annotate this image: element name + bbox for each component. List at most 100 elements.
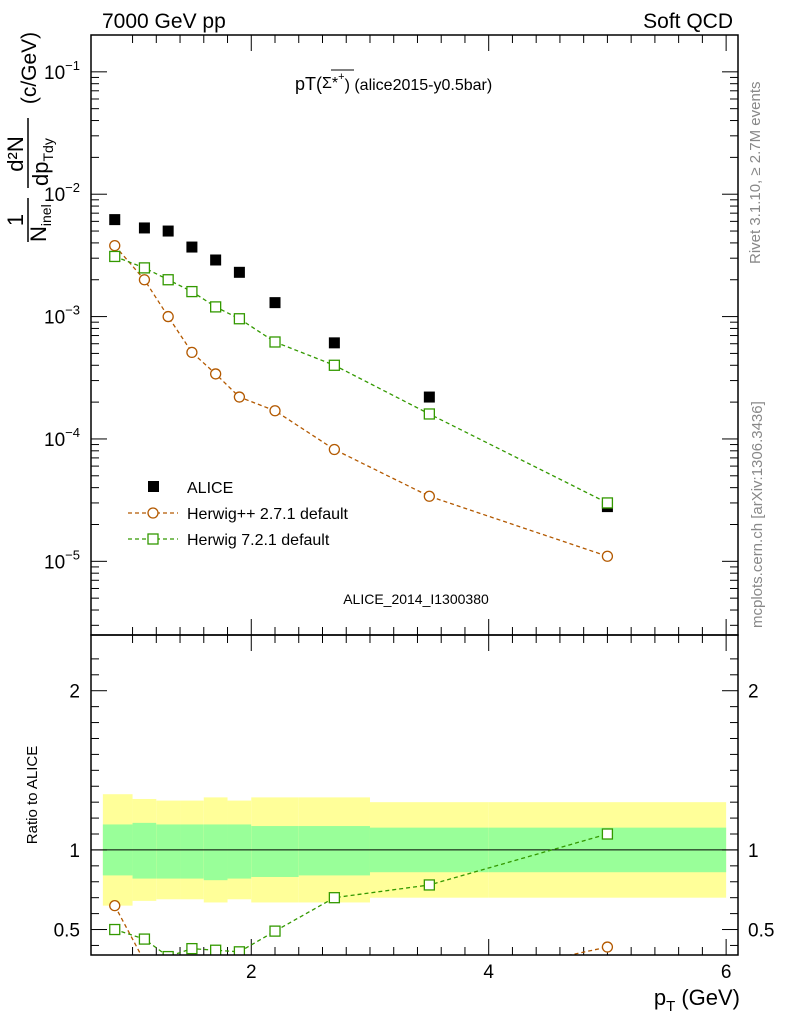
header-beam-label: 7000 GeV pp bbox=[102, 10, 226, 33]
ratio-point-herwig7 bbox=[269, 925, 281, 937]
legend-marker-herwigpp bbox=[147, 507, 159, 519]
ratio-point-herwigpp bbox=[424, 980, 434, 990]
main-point-alice bbox=[138, 222, 150, 234]
mcplots-reference-label: mcplots.cern.ch [arXiv:1306.3436] bbox=[749, 401, 766, 628]
main-point-herwigpp bbox=[269, 405, 281, 417]
legend: ALICE Herwig++ 2.7.1 default Herwig 7.2.… bbox=[128, 480, 349, 549]
main-point-herwigpp bbox=[109, 239, 121, 252]
main-y-tick-label: 10−1 bbox=[44, 58, 80, 84]
ratio-x-tick-label: 2 bbox=[246, 962, 257, 983]
main-point-alice bbox=[162, 225, 174, 237]
ratio-band-inner bbox=[298, 826, 370, 876]
main-series-line bbox=[114, 255, 608, 504]
ratio-point-herwig7 bbox=[328, 892, 341, 904]
main-point-herwig7 bbox=[109, 250, 121, 263]
ratio-x-tick-label: 4 bbox=[483, 962, 494, 983]
y-label-n-main: N bbox=[26, 226, 51, 242]
ratio-point-herwig7 bbox=[210, 944, 222, 955]
ratio-point-herwigpp bbox=[187, 982, 197, 992]
ratio-point-herwig7 bbox=[162, 950, 174, 955]
ratio-point-herwig7 bbox=[233, 946, 246, 955]
ratio-point-herwigpp bbox=[601, 941, 614, 953]
main-point-herwig7 bbox=[328, 359, 341, 371]
ratio-point-herwig7 bbox=[423, 879, 435, 891]
tick-exponent: −5 bbox=[65, 547, 80, 562]
ratio-band-inner bbox=[251, 826, 299, 877]
ratio-series-line bbox=[114, 833, 608, 955]
ratio-series-layer bbox=[109, 828, 614, 995]
main-series-line bbox=[114, 245, 608, 557]
ratio-point-herwigpp bbox=[211, 985, 221, 995]
main-point-alice bbox=[269, 297, 281, 309]
main-point-herwigpp bbox=[328, 443, 341, 456]
ratio-x-tick-label: 6 bbox=[721, 962, 732, 983]
main-point-alice bbox=[109, 214, 121, 226]
main-axis-ticks: 10−110−210−310−410−5 bbox=[44, 34, 738, 635]
plot-title-prefix: pT( bbox=[295, 74, 322, 94]
ratio-point-herwigpp bbox=[270, 983, 280, 993]
main-point-herwigpp bbox=[423, 490, 435, 502]
legend-label-herwigpp: Herwig++ 2.7.1 default bbox=[187, 506, 349, 523]
main-y-tick-label: 10−2 bbox=[44, 180, 80, 206]
y-label-n: Ninel bbox=[26, 204, 54, 242]
main-y-tick-label: 10−5 bbox=[44, 547, 80, 573]
tick-base: 10 bbox=[44, 552, 65, 573]
main-point-herwigpp bbox=[601, 550, 614, 562]
ratio-y-tick-label-right: 0.5 bbox=[748, 921, 774, 942]
ratio-point-herwig7 bbox=[138, 933, 151, 945]
header-category-label: Soft QCD bbox=[643, 10, 733, 33]
main-point-alice bbox=[328, 337, 340, 349]
x-axis-label: pT (GeV) bbox=[654, 985, 740, 1015]
tick-exponent: −2 bbox=[65, 180, 80, 195]
ratio-axis-ticks: 2 4 6 2 2 1 1 0.5 0.5 bbox=[54, 635, 774, 983]
ratio-panel-frame bbox=[90, 634, 739, 956]
main-y-tick-label: 10−3 bbox=[44, 303, 80, 329]
ratio-y-tick-label-right: 2 bbox=[748, 682, 759, 703]
main-point-herwig7 bbox=[162, 274, 174, 286]
y-label-tdy: Tdy bbox=[40, 138, 56, 161]
tick-base: 10 bbox=[44, 63, 65, 84]
main-point-herwig7 bbox=[601, 497, 614, 509]
ratio-y-axis-label: Ratio to ALICE bbox=[24, 746, 41, 844]
tick-exponent: −1 bbox=[65, 58, 80, 73]
ratio-band-inner bbox=[156, 824, 181, 879]
main-point-herwig7 bbox=[186, 285, 198, 298]
y-label-units: (c/GeV) bbox=[18, 32, 41, 104]
legend-marker-herwig7 bbox=[147, 533, 159, 545]
ratio-band-inner bbox=[203, 824, 228, 881]
tick-exponent: −4 bbox=[65, 425, 80, 440]
main-y-axis-label: 1 Ninel d²N dpTdy (c/GeV) bbox=[3, 32, 56, 242]
ratio-point-herwig7 bbox=[601, 828, 614, 840]
legend-label-herwig7: Herwig 7.2.1 default bbox=[187, 532, 330, 549]
ratio-y-tick-label-left: 1 bbox=[69, 841, 80, 862]
main-point-herwig7 bbox=[233, 313, 246, 325]
main-point-herwigpp bbox=[210, 368, 222, 380]
tick-base: 10 bbox=[44, 185, 65, 206]
y-label-one: 1 bbox=[3, 214, 28, 226]
ratio-point-herwig7 bbox=[186, 942, 198, 955]
y-label-inel: inel bbox=[38, 204, 54, 226]
tick-base: 10 bbox=[44, 308, 65, 329]
x-label-t: T bbox=[666, 998, 675, 1015]
main-series-layer bbox=[109, 214, 614, 562]
ratio-band-inner bbox=[227, 824, 252, 879]
main-y-tick-label: 10−4 bbox=[44, 425, 80, 451]
x-label-units: (GeV) bbox=[681, 985, 740, 1010]
tick-exponent: −3 bbox=[65, 303, 80, 318]
main-point-herwigpp bbox=[186, 346, 198, 359]
legend-marker-alice bbox=[148, 481, 159, 492]
main-point-alice bbox=[233, 266, 245, 278]
plot-title-charge: + bbox=[338, 71, 344, 83]
tick-base: 10 bbox=[44, 430, 65, 451]
ratio-band-inner bbox=[132, 822, 157, 879]
y-label-d2n: d²N bbox=[3, 136, 28, 171]
ratio-y-tick-label-left: 0.5 bbox=[54, 921, 80, 942]
main-point-herwig7 bbox=[423, 408, 435, 420]
legend-label-alice: ALICE bbox=[187, 480, 233, 497]
plot-title: pT(Σ*+) (alice2015-y0.5bar) bbox=[295, 71, 492, 94]
ratio-point-herwigpp bbox=[329, 983, 339, 993]
ratio-y-tick-label-left: 2 bbox=[69, 682, 80, 703]
main-point-alice bbox=[186, 241, 198, 253]
y-label-dp: dpTdy bbox=[28, 138, 56, 186]
